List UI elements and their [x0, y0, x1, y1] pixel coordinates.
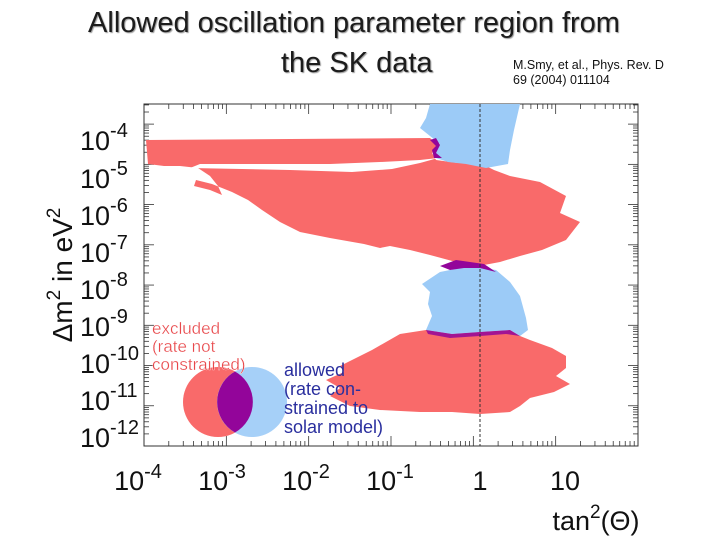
excluded-region-gap — [190, 158, 438, 172]
y-axis-label: Δm2 in eV2 — [44, 208, 78, 343]
y-tick-label: 10-4 — [80, 120, 128, 156]
y-tick-label: 10-8 — [80, 269, 128, 305]
x-tick-label: 10-4 — [114, 461, 162, 496]
excluded-region-upper — [146, 138, 580, 265]
citation-line1: M.Smy, et al., Phys. Rev. D — [513, 58, 664, 72]
y-tick-label: 10-5 — [80, 158, 128, 194]
legend-allowed-line: strained to — [284, 398, 368, 418]
allowed-region-upper — [420, 104, 520, 168]
overlap-region — [426, 138, 520, 338]
x-tick-label: 10-3 — [198, 461, 246, 496]
y-tick-label: 10-9 — [80, 306, 128, 342]
allowed-region-lower — [422, 266, 528, 336]
citation-line2: 69 (2004) 011104 — [513, 73, 610, 87]
legend-excluded-line: excluded — [152, 319, 220, 338]
y-tick-label: 10-12 — [80, 417, 139, 453]
excluded-region-lower — [326, 330, 570, 414]
x-tick-label: 10-2 — [282, 461, 330, 496]
y-tick-label: 10-11 — [80, 380, 137, 416]
slide-title-line1: Allowed oscillation parameter region fro… — [88, 7, 620, 39]
overlap-region-upper — [430, 138, 442, 158]
x-axis-label: tan2(Θ) — [552, 502, 639, 536]
legend-allowed-line: allowed — [284, 360, 345, 380]
y-tick-label: 10-6 — [80, 195, 128, 231]
overlap-region-lower — [426, 330, 520, 338]
minor-ticks — [143, 104, 638, 447]
x-axis-ticks: 10-4 10-3 10-2 10-1 1 10 — [114, 461, 580, 496]
y-tick-label: 10-7 — [80, 232, 128, 268]
y-tick-label: 10-10 — [80, 343, 139, 379]
legend-allowed-line: (rate con- — [284, 379, 361, 399]
overlap-region-middle — [440, 260, 496, 272]
legend-excluded-line: constrained) — [152, 355, 246, 374]
excluded-region — [146, 138, 580, 414]
slide-title-line2: the SK data — [281, 47, 433, 79]
legend-allowed-line: solar model) — [284, 417, 383, 437]
x-tick-label: 10-1 — [366, 461, 414, 496]
legend-excluded-line: (rate not — [152, 337, 216, 356]
x-tick-label: 10 — [550, 466, 580, 496]
legend-overlap-lens — [217, 371, 253, 433]
allowed-region — [420, 104, 528, 336]
x-tick-label: 1 — [472, 466, 487, 496]
